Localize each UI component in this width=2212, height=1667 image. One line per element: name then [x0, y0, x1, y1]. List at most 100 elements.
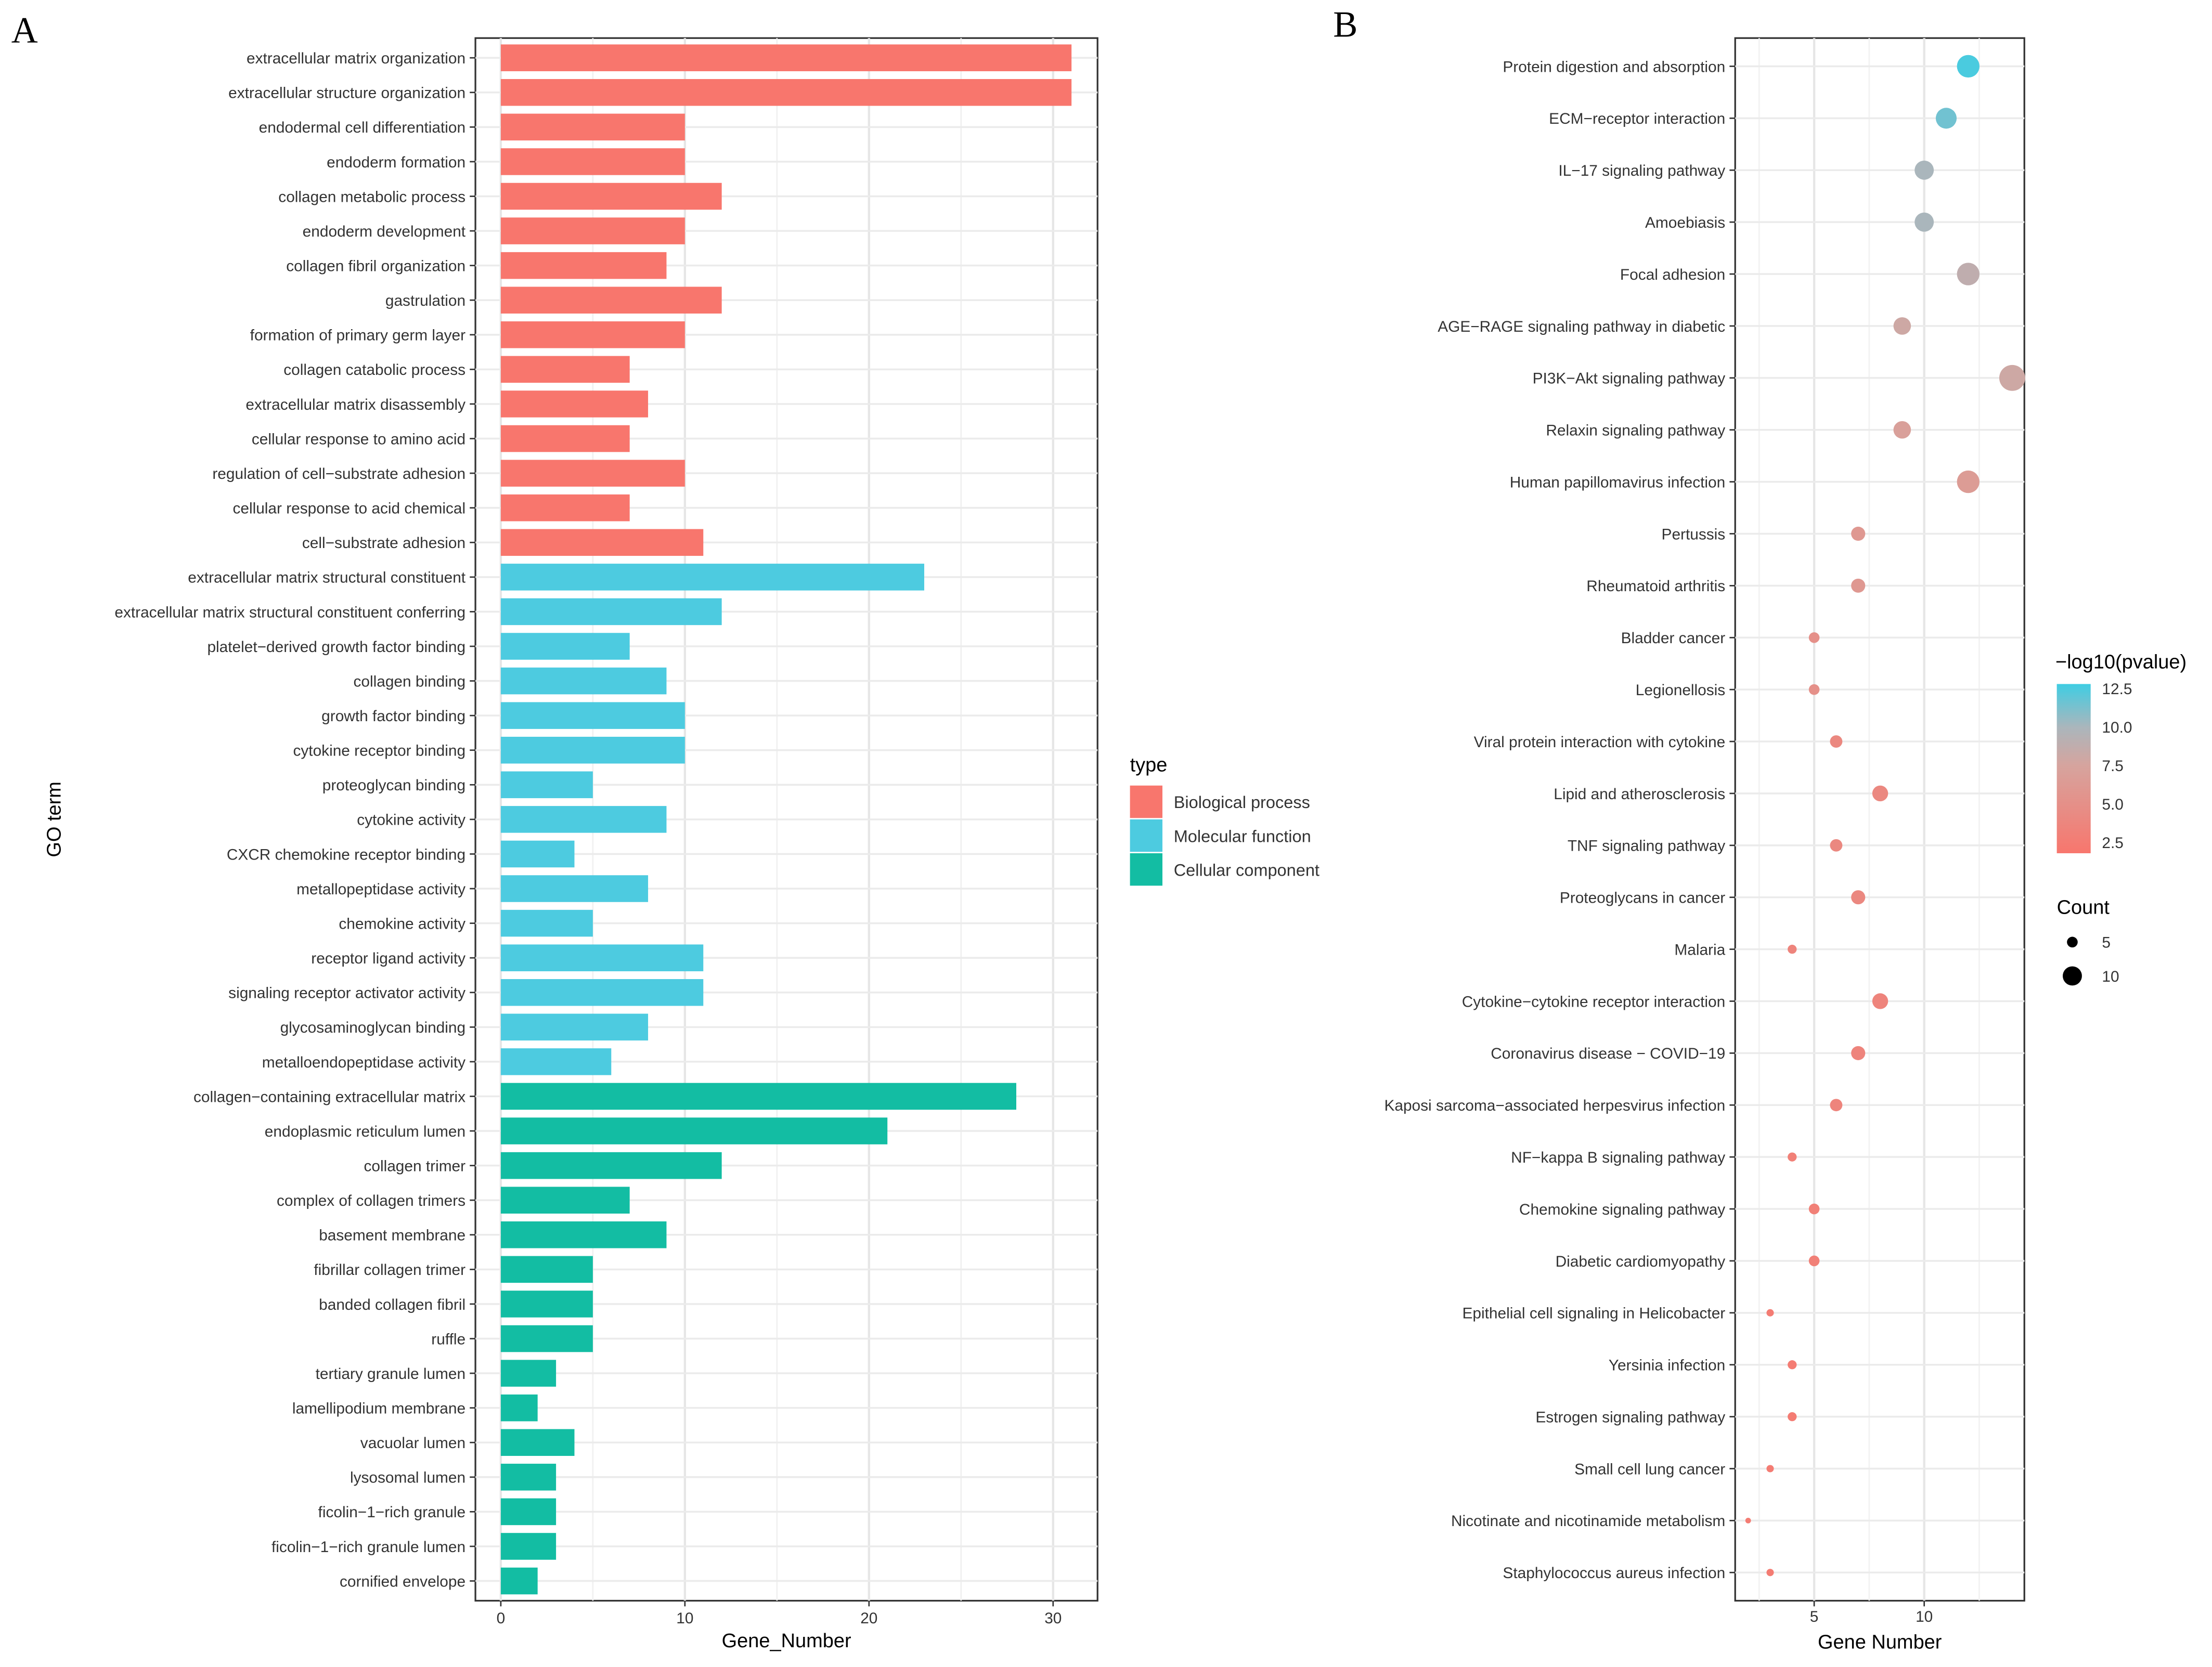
- y-tick-label: PI3K−Akt signaling pathway: [1533, 370, 1726, 387]
- size-legend-label: 10: [2102, 968, 2119, 985]
- y-tick-label: Cytokine−cytokine receptor interaction: [1462, 993, 1726, 1010]
- y-tick-label: extracellular structure organization: [228, 85, 465, 102]
- y-tick-label: Nicotinate and nicotinamide metabolism: [1451, 1513, 1725, 1530]
- legend-label: Molecular function: [1174, 827, 1311, 845]
- bar: [500, 598, 722, 626]
- y-tick-label: fibrillar collagen trimer: [314, 1261, 465, 1279]
- y-tick-label: Epithelial cell signaling in Helicobacte…: [1463, 1305, 1726, 1322]
- y-tick-label: metalloendopeptidase activity: [262, 1054, 465, 1071]
- legend-label: Cellular component: [1174, 861, 1320, 879]
- data-point: [1957, 55, 1980, 78]
- bar: [500, 183, 722, 210]
- bar: [500, 79, 1072, 106]
- y-tick-label: Bladder cancer: [1621, 630, 1726, 647]
- bar: [500, 979, 704, 1006]
- y-tick-label: TNF signaling pathway: [1568, 838, 1725, 855]
- bar: [500, 1083, 1016, 1110]
- y-tick-label: collagen−containing extracellular matrix: [193, 1088, 465, 1105]
- y-tick-label: Amoebiasis: [1645, 214, 1725, 231]
- y-tick-label: Legionellosis: [1636, 682, 1725, 699]
- data-point: [1872, 993, 1888, 1009]
- bar: [500, 113, 685, 141]
- bar: [500, 944, 704, 971]
- y-tick-label: cellular response to amino acid: [252, 431, 465, 448]
- bar: [500, 1464, 557, 1491]
- y-tick-label: collagen catabolic process: [283, 361, 465, 379]
- size-legend-title: Count: [2057, 897, 2110, 919]
- y-tick-label: Yersinia infection: [1609, 1357, 1725, 1374]
- data-point: [1808, 684, 1820, 695]
- y-tick-label: signaling receptor activator activity: [228, 985, 465, 1002]
- y-tick-label: formation of primary germ layer: [250, 327, 465, 344]
- bar: [500, 321, 685, 348]
- bar: [500, 44, 1072, 71]
- bar: [500, 148, 685, 175]
- y-tick-label: ficolin−1−rich granule: [318, 1504, 466, 1521]
- bar: [500, 1221, 667, 1248]
- y-axis-title: GO term: [44, 782, 66, 857]
- data-point: [1788, 1412, 1797, 1422]
- y-tick-label: cellular response to acid chemical: [232, 500, 465, 517]
- y-tick-label: extracellular matrix disassembly: [245, 396, 465, 413]
- bar: [500, 1533, 557, 1560]
- x-tick-label: 10: [1916, 1608, 1933, 1625]
- y-tick-label: Human papillomavirus infection: [1510, 474, 1725, 491]
- y-tick-label: Relaxin signaling pathway: [1546, 422, 1725, 439]
- data-point: [1957, 470, 1980, 493]
- bar: [500, 840, 575, 868]
- y-tick-label: Kaposi sarcoma−associated herpesvirus in…: [1384, 1097, 1725, 1114]
- color-legend-tick: 12.5: [2102, 681, 2132, 698]
- data-point: [1935, 108, 1957, 129]
- data-point: [1808, 632, 1820, 643]
- y-tick-label: Coronavirus disease − COVID−19: [1491, 1045, 1725, 1062]
- y-tick-label: extracellular matrix structural constitu…: [188, 569, 466, 587]
- bar: [500, 1291, 593, 1318]
- x-tick-label: 10: [676, 1610, 693, 1627]
- y-tick-label: Viral protein interaction with cytokine: [1474, 734, 1726, 751]
- legend-key: [1130, 785, 1162, 818]
- x-axis-title: Gene Number: [1818, 1632, 1942, 1653]
- bar: [500, 909, 593, 937]
- color-legend-tick: 2.5: [2102, 835, 2123, 852]
- y-tick-label: cytokine activity: [357, 812, 465, 829]
- legend-label: Biological process: [1174, 793, 1310, 812]
- y-tick-label: proteoglycan binding: [322, 777, 465, 794]
- y-tick-label: Pertussis: [1662, 526, 1726, 543]
- data-point: [1915, 212, 1934, 232]
- data-point: [1851, 1046, 1866, 1060]
- data-point: [1872, 785, 1888, 802]
- bar: [500, 1117, 888, 1144]
- bar: [500, 390, 649, 418]
- y-tick-label: basement membrane: [319, 1227, 465, 1244]
- panel-a-bar-chart: extracellular matrix organization extrace…: [44, 37, 1320, 1652]
- data-point: [1745, 1517, 1751, 1523]
- bar: [500, 667, 667, 695]
- bar: [500, 1498, 557, 1526]
- legend-key: [1130, 819, 1162, 852]
- y-tick-label: chemokine activity: [339, 915, 465, 932]
- y-tick-label: Protein digestion and absorption: [1503, 58, 1725, 75]
- y-tick-label: endoplasmic reticulum lumen: [265, 1123, 465, 1140]
- y-tick-label: cornified envelope: [340, 1573, 465, 1590]
- data-point: [1788, 1360, 1797, 1370]
- x-tick-label: 30: [1044, 1610, 1062, 1627]
- y-tick-label: Small cell lung cancer: [1574, 1461, 1725, 1478]
- bar: [500, 217, 685, 244]
- size-legend-label: 5: [2102, 934, 2111, 952]
- bar: [500, 494, 630, 522]
- y-tick-label: Malaria: [1674, 941, 1725, 958]
- bar: [500, 1256, 593, 1283]
- y-tick-label: metallopeptidase activity: [296, 881, 465, 898]
- x-tick-label: 0: [497, 1610, 506, 1627]
- data-point: [1766, 1309, 1774, 1317]
- y-tick-label: Estrogen signaling pathway: [1535, 1409, 1725, 1426]
- y-tick-label: extracellular matrix structural constitu…: [114, 604, 465, 621]
- bar: [500, 1187, 630, 1214]
- data-point: [1851, 890, 1866, 905]
- bar: [500, 356, 630, 383]
- y-tick-label: tertiary granule lumen: [316, 1365, 465, 1383]
- bar: [500, 564, 925, 591]
- data-point: [1999, 364, 2025, 391]
- y-tick-label: ECM−receptor interaction: [1549, 110, 1725, 127]
- y-tick-label: lysosomal lumen: [350, 1469, 465, 1487]
